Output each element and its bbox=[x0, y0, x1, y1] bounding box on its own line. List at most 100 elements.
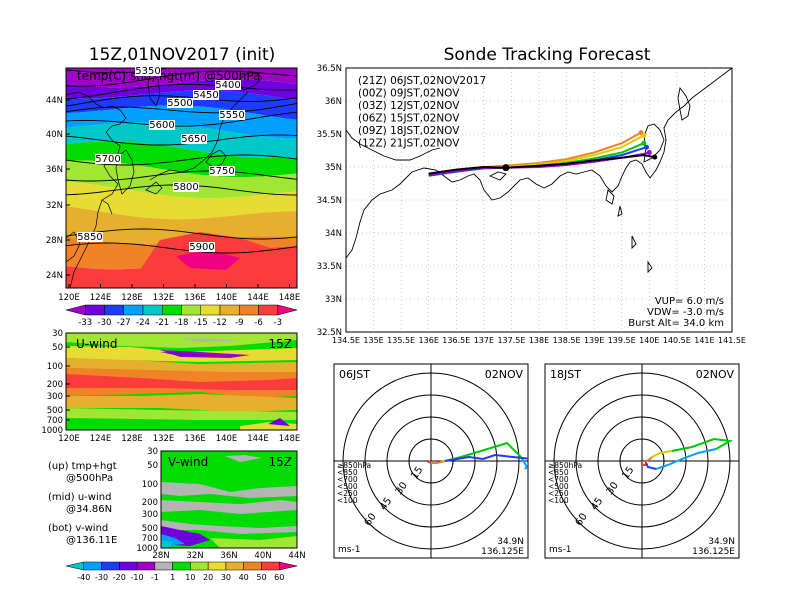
lon-tick-label: 141.5E bbox=[718, 336, 746, 345]
lon-tick-label: 148E bbox=[279, 293, 301, 303]
lon-tick-label: 139E bbox=[584, 336, 604, 345]
height-contour bbox=[66, 242, 297, 254]
hodograph-trace bbox=[444, 453, 528, 462]
uwind-label: U-wind bbox=[76, 337, 117, 351]
hodograph-date: 02NOV bbox=[696, 368, 735, 381]
level-legend: <250 bbox=[337, 489, 358, 498]
level-legend: <850 bbox=[337, 468, 358, 477]
location-lon: 136.125E bbox=[692, 547, 735, 557]
lon-tick-label: 140E bbox=[216, 293, 238, 303]
lon-tick-label: 134.5E bbox=[332, 336, 360, 345]
colorbar-swatch bbox=[277, 304, 298, 316]
location-lon: 136.125E bbox=[481, 547, 524, 557]
temperature-band bbox=[66, 141, 297, 178]
contour-label-bg bbox=[181, 134, 207, 144]
contour-label-bg bbox=[209, 166, 235, 176]
hodograph-time: 06JST bbox=[339, 368, 370, 381]
colorbar-label: -10 bbox=[131, 573, 144, 582]
pressure-tick-label: 300 bbox=[47, 392, 63, 402]
contour-label: 5750 bbox=[209, 166, 234, 177]
note-text: @136.11E bbox=[66, 535, 117, 546]
panel-notes: (up) tmp+hgt@500hPa (mid) u-wind@34.86N (b… bbox=[48, 461, 117, 546]
colorbar-label: -18 bbox=[175, 318, 189, 328]
temperature-band bbox=[176, 250, 240, 270]
lon-tick-label: 120E bbox=[58, 293, 80, 303]
contour-label-bg bbox=[95, 154, 121, 164]
note-text: @34.86N bbox=[66, 504, 112, 515]
colorbar-label: -30 bbox=[98, 318, 112, 328]
unit-label: ms-1 bbox=[549, 545, 571, 555]
pressure-tick-label: 500 bbox=[47, 406, 63, 416]
colorbar-label: 50 bbox=[256, 573, 266, 582]
colorbar-label: -12 bbox=[213, 318, 227, 328]
lon-tick-label: 138E bbox=[529, 336, 549, 345]
hodograph-trace bbox=[645, 456, 653, 462]
lon-tick-label: 137.5E bbox=[497, 336, 525, 345]
hodograph-trace bbox=[431, 460, 446, 464]
colorbar-label: -9 bbox=[235, 318, 243, 328]
contour-label-bg bbox=[77, 232, 103, 242]
contour-label-bg bbox=[167, 98, 193, 108]
legend-entry: (09Z) 18JST,02NOV bbox=[358, 125, 460, 137]
pressure-tick-label: 200 bbox=[47, 380, 63, 390]
colorbar-swatch bbox=[104, 304, 124, 316]
level-legend: <500 bbox=[548, 482, 569, 491]
location-lat: 34.9N bbox=[708, 537, 735, 547]
lon-tick-label: 124E bbox=[90, 434, 112, 444]
legend-entry: (12Z) 21JST,02NOV bbox=[358, 138, 460, 150]
colorbar-label: -20 bbox=[113, 573, 126, 582]
lon-tick-label: 139.5E bbox=[608, 336, 636, 345]
pressure-tick-label: 100 bbox=[142, 480, 158, 490]
lon-tick-label: 136E bbox=[184, 434, 206, 444]
contour-label: 5700 bbox=[95, 154, 120, 165]
sonde-param: Burst Alt= 34.0 km bbox=[628, 318, 724, 329]
lon-tick-label: 135E bbox=[363, 336, 383, 345]
lat-tick-label: 35N bbox=[325, 163, 342, 173]
colorbar-swatch bbox=[65, 561, 85, 571]
pressure-tick-label: 30 bbox=[52, 329, 63, 339]
pressure-tick-label: 50 bbox=[52, 343, 63, 353]
colorbar-swatch bbox=[200, 304, 221, 316]
colorbar-swatch bbox=[258, 304, 278, 316]
hodograph-trace bbox=[426, 460, 432, 464]
hodograph-trace bbox=[651, 450, 673, 458]
hodograph-date: 02NOV bbox=[485, 368, 524, 381]
height-contour bbox=[66, 154, 297, 166]
level-legend: <500 bbox=[337, 482, 358, 491]
height-contour bbox=[66, 228, 297, 240]
vwind-time: 15Z bbox=[269, 455, 293, 469]
lat-tick-label: 33.5N bbox=[317, 262, 342, 272]
colorbar-label: -27 bbox=[117, 318, 131, 328]
colorbar-label: 20 bbox=[203, 573, 213, 582]
level-legend: ≥850hPa bbox=[548, 461, 582, 470]
launch-point bbox=[502, 164, 510, 172]
colorbar-label: 10 bbox=[185, 573, 195, 582]
lat-tick-label: 34N bbox=[325, 229, 342, 239]
contour-label: 5450 bbox=[193, 90, 218, 101]
level-legend: <100 bbox=[548, 496, 569, 505]
colorbar-swatch bbox=[190, 561, 209, 571]
legend-entry: (00Z) 09JST,02NOV bbox=[358, 88, 460, 100]
level-legend: <100 bbox=[337, 496, 358, 505]
temperature-band bbox=[66, 206, 297, 245]
colorbar-label: -33 bbox=[78, 318, 92, 328]
track-line bbox=[428, 154, 655, 175]
height-contour bbox=[66, 95, 297, 107]
lat-tick-label: 36.5N bbox=[317, 64, 342, 74]
contour-label-bg bbox=[135, 66, 161, 76]
landing-point bbox=[641, 140, 647, 146]
hodograph-time: 18JST bbox=[550, 368, 581, 381]
colorbar-label: -40 bbox=[77, 573, 90, 582]
colorbar-swatch bbox=[154, 561, 173, 571]
lon-tick-label: 141E bbox=[694, 336, 714, 345]
hodograph-trace bbox=[520, 456, 528, 470]
lon-tick-label: 148E bbox=[279, 434, 301, 444]
pressure-tick-label: 1000 bbox=[41, 426, 63, 436]
sonde-param: VUP= 6.0 m/s bbox=[655, 296, 724, 307]
lat-tick-label: 35.5N bbox=[317, 130, 342, 140]
contour-label-bg bbox=[219, 110, 245, 120]
